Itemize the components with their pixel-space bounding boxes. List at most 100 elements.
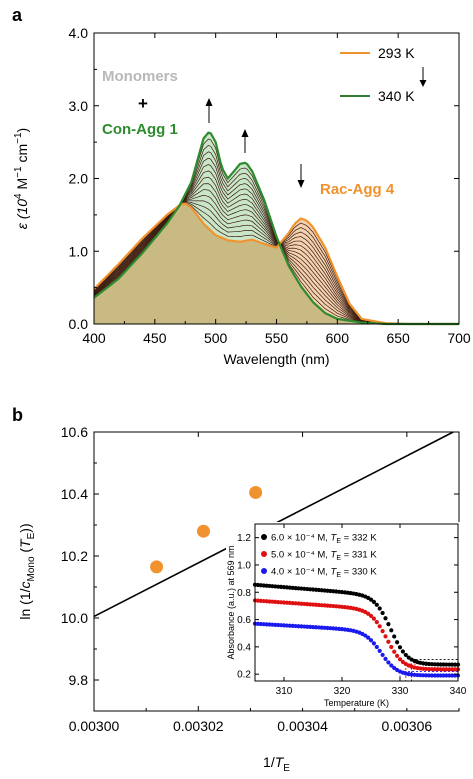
x-tick-label: 0.00304 <box>277 718 328 734</box>
panel-a-plot: 400 450 500 550 600 650 700 0.0 1.0 2.0 3.0 4.0 <box>69 25 471 346</box>
inset-legend-val: = 332 K <box>341 533 377 544</box>
inset-y-tick-label: 0.4 <box>237 642 251 653</box>
inset-point-series-2 <box>450 673 455 678</box>
inset-point-series-1 <box>380 628 385 634</box>
inset-point-series-0 <box>447 662 452 667</box>
inset-point-series-0 <box>392 634 397 639</box>
data-point <box>249 485 263 499</box>
inset-legend-t: T <box>331 533 338 544</box>
inset-legend-label: 6.0 × 10⁻⁴ M, TE = 332 K <box>271 533 377 546</box>
inset-point-series-2 <box>363 633 368 638</box>
inset-point-series-2 <box>389 663 394 668</box>
annotation-monomers: Monomers <box>102 68 178 85</box>
inset-legend-val: = 331 K <box>341 550 377 561</box>
inset-legend-t: T <box>331 550 338 561</box>
data-point <box>150 560 164 574</box>
inset-legend-val: = 330 K <box>341 567 377 578</box>
inset-point-series-0 <box>368 597 374 602</box>
inset-point-series-1 <box>383 634 388 639</box>
panel-a-label: a <box>12 5 23 25</box>
inset-x-tick-label: 310 <box>276 686 293 697</box>
area-common <box>94 203 459 324</box>
inset-point-series-0 <box>403 652 408 658</box>
inset-point-series-1 <box>377 624 382 629</box>
inset-point-series-1 <box>444 667 449 672</box>
inset-point-series-2 <box>438 673 443 678</box>
inset-legend-label: 4.0 × 10⁻⁴ M, TE = 330 K <box>271 567 377 580</box>
panel-b-plot: 0.00300 0.00302 0.00304 0.00306 9.8 10.0 10.2… <box>61 424 460 734</box>
arrow-down-icon <box>297 180 305 188</box>
inset-point-series-1 <box>438 667 443 672</box>
y-tick-label: 9.8 <box>69 672 89 688</box>
inset-point-series-2 <box>368 638 374 643</box>
y-tick-label: 4.0 <box>69 25 89 41</box>
inset-legend-marker <box>261 551 267 557</box>
x-tick-label: 650 <box>386 330 410 346</box>
y-tick-label: 10.4 <box>61 486 88 502</box>
x-tick-label: 700 <box>447 330 471 346</box>
annotation-plus: + <box>138 94 148 113</box>
inset-point-series-2 <box>371 641 376 646</box>
panel-b-y-axis-label: ln (1/cMono (TE)) <box>17 523 37 619</box>
inset-x-axis-label: Temperature (K) <box>324 698 389 708</box>
inset-legend-conc: 4.0 × 10⁻⁴ M, <box>271 567 331 578</box>
inset-point-series-0 <box>400 649 405 654</box>
y-tick-label: 10.0 <box>61 610 88 626</box>
x-tick-label: 0.00306 <box>382 718 433 734</box>
inset-y-tick-label: 0.8 <box>237 588 251 599</box>
inset-point-series-2 <box>366 635 371 640</box>
trend-arrows <box>205 98 305 188</box>
inset-y-tick-label: 1.0 <box>237 560 251 571</box>
y-tick-label: 0.0 <box>69 316 89 332</box>
inset-legend-sub: E <box>336 555 341 562</box>
inset-plot: 310 320 330 340 0.2 0.4 0.6 0.8 1.0 1.2 6.0 × 10… <box>226 522 467 708</box>
x-tick-label: 0.00300 <box>69 718 120 734</box>
legend-arrow-head-icon <box>419 80 427 87</box>
inset-point-series-0 <box>397 645 403 650</box>
inset-point-series-2 <box>429 673 434 678</box>
inset-point-series-0 <box>395 640 400 645</box>
inset-point-series-1 <box>435 667 440 672</box>
inset-point-series-0 <box>380 610 385 616</box>
inset-legend-conc: 6.0 × 10⁻⁴ M, <box>271 533 331 544</box>
inset-point-series-2 <box>435 673 440 678</box>
inset-legend-t: T <box>331 567 338 578</box>
inset-legend-conc: 5.0 × 10⁻⁴ M, <box>271 550 331 561</box>
legend-label-340k: 340 K <box>378 88 415 104</box>
inset-point-series-1 <box>366 611 371 616</box>
inset-point-series-1 <box>441 667 446 672</box>
inset-point-series-0 <box>438 662 443 667</box>
x-tick-label: 450 <box>143 330 167 346</box>
inset-point-series-1 <box>453 667 458 672</box>
y-tick-label: 2.0 <box>69 171 89 187</box>
panel-a-y-axis-label: ε (104 M−1 cm−1) <box>13 128 30 229</box>
panel-b-label: b <box>12 405 23 425</box>
arrow-up-icon <box>205 98 213 106</box>
x-tick-label: 500 <box>204 330 228 346</box>
inset-point-series-2 <box>447 673 452 678</box>
inset-point-series-0 <box>377 606 382 611</box>
inset-point-series-1 <box>371 616 376 621</box>
inset-y-axis-label: Absorbance (a.u.) at 569 nm <box>226 545 236 659</box>
inset-point-series-2 <box>444 673 449 678</box>
inset-point-series-0 <box>450 662 455 667</box>
inset-point-series-2 <box>377 648 382 653</box>
inset-point-series-1 <box>397 657 403 662</box>
inset-point-series-2 <box>424 673 429 678</box>
inset-y-tick-label: 0.2 <box>237 670 251 681</box>
inset-point-series-2 <box>426 673 432 678</box>
y-tick-label: 1.0 <box>69 243 89 259</box>
annotation-rac-agg: Rac-Agg 4 <box>320 181 395 198</box>
inset-point-series-1 <box>374 620 379 625</box>
inset-point-series-1 <box>389 644 394 650</box>
panel-a-legend: 293 K 340 K <box>340 45 427 104</box>
y-tick-label: 10.2 <box>61 548 88 564</box>
inset-point-series-2 <box>383 656 388 661</box>
panel-b-x-axis-label: 1/TE <box>263 754 290 774</box>
inset-point-series-1 <box>386 639 391 644</box>
inset-point-series-1 <box>395 653 400 659</box>
inset-point-series-2 <box>380 652 385 658</box>
inset-point-series-1 <box>368 613 374 618</box>
inset-legend-label: 5.0 × 10⁻⁴ M, TE = 331 K <box>271 550 377 563</box>
